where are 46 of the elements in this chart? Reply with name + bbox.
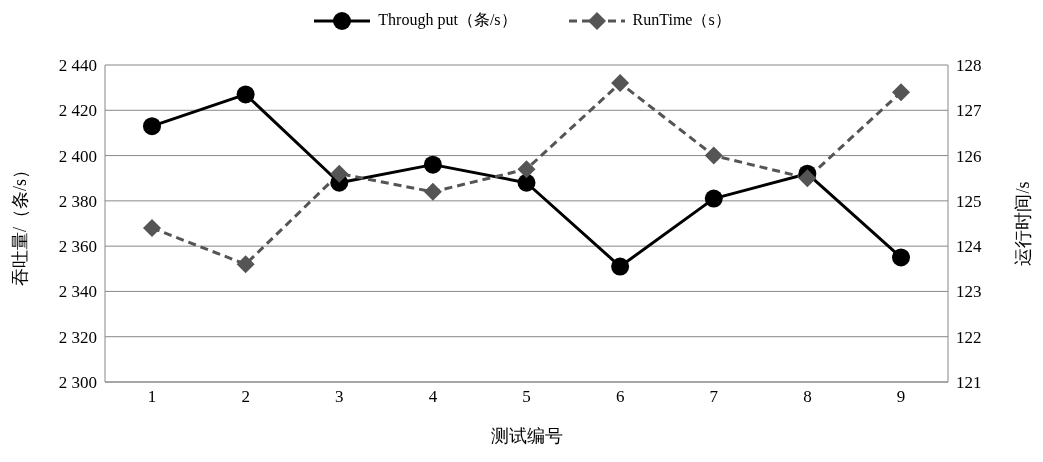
y2-tick-label: 125 xyxy=(956,191,982,211)
y-tick-label: 2 320 xyxy=(58,327,97,347)
y2-axis-title: 运行时间/s xyxy=(1013,181,1034,266)
y-tick-label: 2 400 xyxy=(58,146,97,166)
legend-label: Through put（条/s） xyxy=(378,10,517,31)
x-tick-label: 7 xyxy=(709,387,719,407)
y2-tick-label: 122 xyxy=(956,327,982,347)
y2-tick-label: 127 xyxy=(956,101,982,121)
y2-tick-label: 128 xyxy=(956,56,982,76)
point xyxy=(517,160,536,179)
x-axis-title: 测试编号 xyxy=(490,426,563,446)
point xyxy=(798,169,817,188)
y-tick-label: 2 380 xyxy=(58,191,97,211)
point xyxy=(143,117,161,136)
y2-tick-label: 123 xyxy=(956,282,982,302)
point xyxy=(143,219,161,238)
y2-tick-label: 124 xyxy=(956,237,982,257)
y-tick-label: 2 420 xyxy=(58,101,97,121)
point xyxy=(892,83,910,102)
point xyxy=(517,173,536,192)
x-tick-label: 5 xyxy=(522,387,531,407)
y2-tick-label: 126 xyxy=(956,146,982,166)
point xyxy=(236,255,255,274)
y-axis-title: 吞吐量/（条/s） xyxy=(10,160,31,287)
point xyxy=(611,257,630,276)
y-tick-label: 2 340 xyxy=(58,282,97,302)
legend-label: RunTime（s） xyxy=(632,10,731,30)
point xyxy=(423,155,442,174)
x-tick-label: 1 xyxy=(147,387,157,407)
point xyxy=(423,182,442,201)
point xyxy=(704,146,723,165)
x-tick-label: 9 xyxy=(896,387,906,407)
x-tick-label: 3 xyxy=(335,387,344,407)
y2-tick-label: 121 xyxy=(956,373,982,393)
x-tick-label: 8 xyxy=(803,387,812,407)
point xyxy=(892,248,910,267)
x-tick-label: 4 xyxy=(428,387,438,407)
y-tick-label: 2 440 xyxy=(58,56,97,76)
point xyxy=(704,189,723,208)
point xyxy=(611,74,630,93)
y-tick-label: 2 300 xyxy=(58,373,97,393)
x-tick-label: 2 xyxy=(241,387,250,407)
x-tick-label: 6 xyxy=(615,387,625,407)
point xyxy=(330,164,349,183)
y-tick-label: 2 360 xyxy=(58,237,97,257)
point xyxy=(236,85,255,104)
